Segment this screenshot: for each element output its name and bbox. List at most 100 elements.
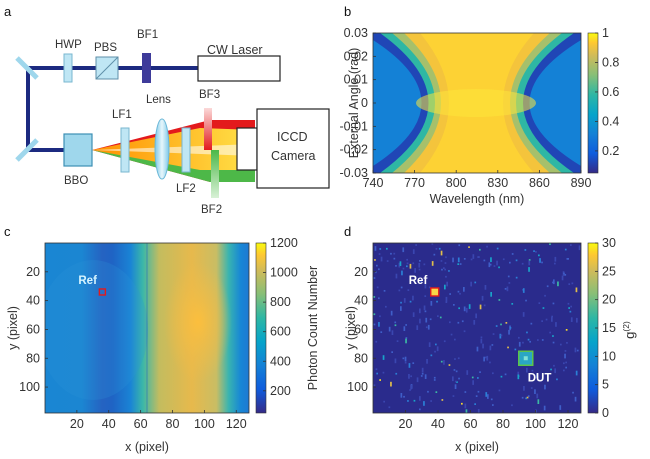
noise-pixel	[554, 262, 556, 265]
noise-pixel	[433, 253, 436, 256]
noise-pixel	[403, 298, 406, 303]
noise-pixel	[479, 248, 481, 251]
panel-label-b: b	[344, 4, 351, 19]
noise-pixel	[535, 251, 537, 253]
iccd-camera-body	[256, 108, 330, 189]
noise-pixel	[478, 256, 480, 258]
chart-c-y-tick-label: 40	[26, 294, 40, 308]
noise-pixel	[509, 261, 511, 264]
noise-pixel	[511, 253, 514, 255]
noise-pixel	[502, 258, 505, 261]
noise-pixel	[383, 400, 385, 403]
chart-b-colorbar-tick-label: 1	[602, 26, 609, 40]
chart-c-x-tick-label: 40	[102, 417, 116, 431]
noise-pixel	[390, 381, 392, 387]
noise-pixel	[436, 300, 438, 303]
chart-c-y-tick-label: 20	[26, 265, 40, 279]
noise-pixel	[508, 329, 510, 335]
noise-pixel	[444, 268, 446, 271]
noise-pixel	[398, 262, 401, 268]
noise-pixel	[522, 312, 525, 317]
noise-pixel	[408, 374, 410, 379]
noise-pixel	[454, 338, 456, 341]
noise-pixel	[412, 295, 414, 301]
noise-pixel	[406, 265, 408, 268]
chart-c-y-ticks: 20 40 60 80 100	[19, 265, 48, 394]
noise-pixel	[412, 262, 415, 265]
noise-pixel	[430, 400, 432, 402]
noise-pixel	[446, 281, 448, 287]
noise-pixel	[570, 305, 572, 308]
noise-pixel	[538, 302, 541, 304]
noise-pixel	[445, 256, 447, 259]
noise-pixel	[570, 317, 573, 322]
chart-b-x-ticks: 740 770 800 830 860 890	[363, 170, 591, 190]
noise-pixel	[471, 376, 474, 379]
noise-pixel	[464, 391, 467, 393]
noise-pixel	[536, 373, 538, 378]
noise-pixel	[491, 344, 494, 346]
noise-pixel	[475, 395, 478, 397]
noise-pixel	[388, 406, 391, 409]
noise-pixel	[498, 299, 501, 301]
noise-pixel	[403, 395, 405, 398]
noise-pixel	[463, 287, 465, 292]
noise-pixel	[500, 334, 503, 337]
noise-pixel	[521, 262, 524, 265]
noise-pixel	[395, 265, 397, 267]
noise-pixel	[567, 302, 570, 305]
noise-pixel	[423, 401, 425, 406]
chart-d-y-tick-label: 40	[354, 294, 368, 308]
noise-pixel	[435, 248, 438, 250]
cw-laser-box	[197, 55, 281, 82]
noise-pixel	[492, 404, 494, 406]
noise-pixel	[507, 346, 509, 349]
noise-pixel	[506, 286, 509, 292]
chart-c-ylabel: y (pixel)	[6, 306, 20, 350]
chart-c-colorbar-tick-label: 200	[270, 384, 291, 398]
chart-d-y-tick-label: 80	[354, 351, 368, 365]
chart-b-x-tick-label: 770	[404, 176, 425, 190]
noise-pixel	[426, 359, 428, 364]
noise-pixel	[492, 333, 495, 335]
noise-pixel	[440, 260, 443, 262]
noise-pixel	[374, 271, 377, 274]
camera-label: Camera	[271, 149, 316, 163]
noise-pixel	[483, 304, 486, 307]
noise-pixel	[570, 244, 572, 246]
noise-pixel	[391, 330, 394, 335]
pbs-label: PBS	[94, 42, 117, 54]
chart-d-colorbar-tick-label: 15	[602, 321, 616, 335]
noise-pixel	[441, 268, 443, 271]
noise-pixel	[560, 343, 562, 346]
noise-pixel	[565, 329, 568, 331]
noise-pixel	[419, 308, 421, 314]
noise-pixel	[523, 386, 525, 391]
noise-pixel	[448, 270, 450, 272]
noise-pixel	[421, 372, 424, 375]
noise-pixel	[399, 261, 402, 266]
chart-c-x-tick-label: 120	[226, 417, 247, 431]
noise-pixel	[557, 281, 559, 287]
noise-pixel	[430, 301, 433, 306]
noise-pixel	[552, 281, 554, 284]
noise-pixel	[504, 288, 507, 290]
chart-b-colorbar-tick-label: 0.6	[602, 85, 619, 99]
chart-c-heatmap	[45, 243, 249, 413]
noise-pixel	[561, 275, 564, 281]
noise-pixel	[470, 281, 472, 287]
noise-pixel	[394, 324, 397, 327]
chart-b-xlabel: Wavelength (nm)	[430, 192, 525, 206]
noise-pixel	[463, 258, 466, 260]
bf3-filter	[204, 108, 212, 150]
noise-pixel	[554, 368, 556, 374]
noise-pixel	[391, 351, 393, 353]
noise-pixel	[400, 306, 402, 311]
chart-d-x-tick-label: 40	[431, 417, 445, 431]
chart-b-x-tick-label: 860	[529, 176, 550, 190]
noise-pixel	[536, 393, 539, 399]
chart-b-y-tick-label: -0.02	[340, 143, 369, 157]
noise-pixel	[424, 295, 427, 297]
noise-pixel	[564, 248, 567, 251]
